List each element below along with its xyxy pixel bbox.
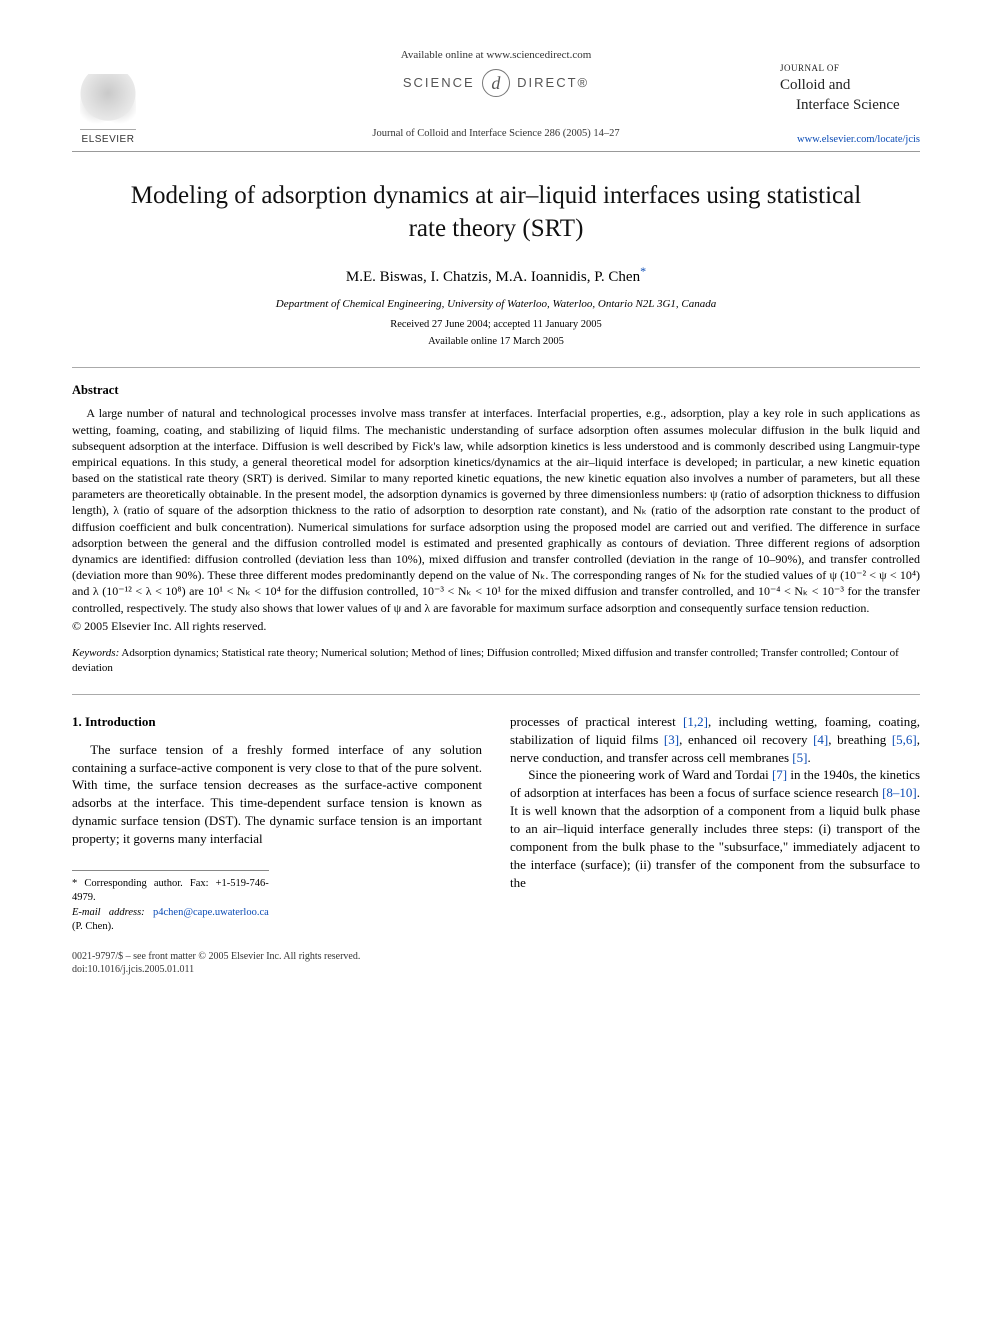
t1: processes of practical interest — [510, 714, 683, 729]
footnote-email-label: E-mail address: — [72, 907, 145, 918]
journal-small: JOURNAL OF — [780, 62, 920, 74]
available-online: Available online at www.sciencedirect.co… — [72, 48, 920, 63]
footnote-email-who: (P. Chen). — [72, 921, 114, 932]
elsevier-tree-icon — [80, 74, 136, 130]
abstract-copyright: © 2005 Elsevier Inc. All rights reserved… — [72, 618, 920, 634]
issn-line: 0021-9797/$ – see front matter © 2005 El… — [72, 950, 920, 963]
doi-line: doi:10.1016/j.jcis.2005.01.011 — [72, 963, 920, 976]
t7: Since the pioneering work of Ward and To… — [528, 767, 772, 782]
cite-7[interactable]: [7] — [772, 767, 787, 782]
sd-d-icon: d — [482, 69, 510, 97]
elsevier-logo: ELSEVIER — [72, 74, 144, 147]
affiliation: Department of Chemical Engineering, Univ… — [72, 297, 920, 312]
keywords-label: Keywords: — [72, 647, 119, 659]
footnotes: * Corresponding author. Fax: +1-519-746-… — [72, 870, 269, 934]
cite-4[interactable]: [4] — [813, 732, 828, 747]
dates-online: Available online 17 March 2005 — [72, 335, 920, 349]
t4: , breathing — [828, 732, 892, 747]
footnote-email-link[interactable]: p4chen@cape.uwaterloo.ca — [153, 907, 269, 918]
journal-header: ELSEVIER JOURNAL OF Colloid and Interfac… — [72, 48, 920, 152]
divider — [72, 367, 920, 368]
abstract-body: A large number of natural and technologi… — [72, 405, 920, 615]
front-matter-footer: 0021-9797/$ – see front matter © 2005 El… — [72, 950, 920, 976]
abstract-heading: Abstract — [72, 382, 920, 399]
keywords-block: Keywords: Adsorption dynamics; Statistic… — [72, 646, 920, 676]
t9: . It is well known that the adsorption o… — [510, 785, 920, 890]
journal-line2: Interface Science — [780, 95, 920, 115]
right-column: processes of practical interest [1,2], i… — [510, 713, 920, 934]
t6: . — [807, 750, 810, 765]
t3: , enhanced oil recovery — [679, 732, 813, 747]
footnote-corr: * Corresponding author. Fax: +1-519-746-… — [72, 877, 269, 905]
cite-8-10[interactable]: [8–10] — [882, 785, 917, 800]
section-heading-1: 1. Introduction — [72, 713, 482, 731]
cite-3[interactable]: [3] — [664, 732, 679, 747]
two-column-body: 1. Introduction The surface tension of a… — [72, 713, 920, 934]
intro-p1: The surface tension of a freshly formed … — [72, 741, 482, 849]
cite-5[interactable]: [5] — [792, 750, 807, 765]
cite-5-6[interactable]: [5,6] — [892, 732, 917, 747]
sd-left: SCIENCE — [403, 75, 475, 90]
elsevier-name: ELSEVIER — [72, 133, 144, 147]
authors-names: M.E. Biswas, I. Chatzis, M.A. Ioannidis,… — [346, 269, 640, 285]
corresponding-mark[interactable]: * — [640, 264, 646, 278]
article-title: Modeling of adsorption dynamics at air–l… — [112, 180, 880, 245]
journal-url-link[interactable]: www.elsevier.com/locate/jcis — [797, 133, 920, 147]
footnote-email-row: E-mail address: p4chen@cape.uwaterloo.ca… — [72, 906, 269, 934]
sd-right: DIRECT® — [517, 75, 589, 90]
keywords-text: Adsorption dynamics; Statistical rate th… — [72, 647, 899, 674]
divider-2 — [72, 694, 920, 695]
dates-received: Received 27 June 2004; accepted 11 Janua… — [72, 318, 920, 332]
journal-line1: Colloid and — [780, 75, 920, 95]
journal-title-box: JOURNAL OF Colloid and Interface Science — [780, 62, 920, 116]
intro-p1-cont: processes of practical interest [1,2], i… — [510, 713, 920, 767]
citation-line: Journal of Colloid and Interface Science… — [72, 127, 920, 141]
authors-line: M.E. Biswas, I. Chatzis, M.A. Ioannidis,… — [72, 263, 920, 287]
intro-p2: Since the pioneering work of Ward and To… — [510, 766, 920, 892]
left-column: 1. Introduction The surface tension of a… — [72, 713, 482, 934]
cite-1-2[interactable]: [1,2] — [683, 714, 708, 729]
